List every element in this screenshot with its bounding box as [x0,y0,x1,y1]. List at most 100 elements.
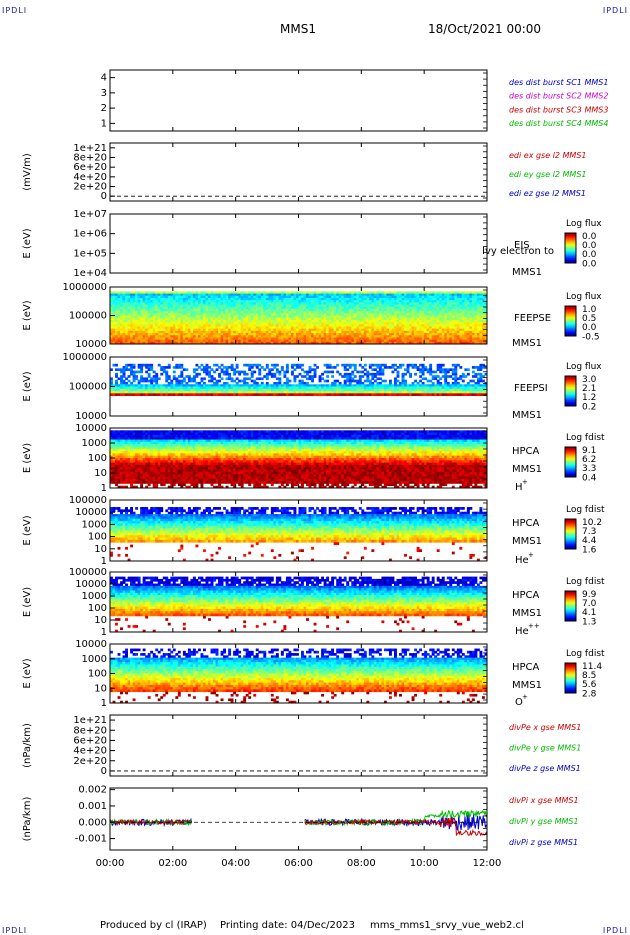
spectrogram-cell [364,364,367,367]
spectrogram-cell [183,389,186,392]
spectrogram-cell [133,373,136,376]
spectrogram-cell [354,375,357,378]
spectrogram-cell [369,393,372,396]
spectrogram-cell [266,384,269,387]
spectrogram-cell [374,389,377,392]
spectrogram-cell [140,391,143,394]
y-tick-label: 0 [101,191,107,202]
spectrogram-cell [369,373,372,376]
spectrogram-cell [344,366,347,369]
spectrogram-cell [226,366,229,369]
spectrogram-cell [369,387,372,390]
spectrogram-cell [188,387,191,390]
spectrogram-cell [185,387,188,390]
spectrogram-cell [143,393,146,396]
spectrogram-cell [211,380,214,383]
spectrogram-cell [200,384,203,387]
spectrogram-cell [404,389,407,392]
spectrogram-cell [135,377,138,380]
spectrogram-cell [218,387,221,390]
spectrogram-cell [153,391,156,394]
spectrogram-cell [163,393,166,396]
spectrogram-cell [429,391,432,394]
spectrogram-cell [389,387,392,390]
spectrogram-cell [183,387,186,390]
spectrogram-cell [150,387,153,390]
spectrogram-cell [371,368,374,371]
spectrogram-cell [216,387,219,390]
spectrogram-cell [346,387,349,390]
spectrogram-cell [346,384,349,387]
spectrogram-cell [379,377,382,380]
spectrogram-cell [118,389,121,392]
spectrogram-cell [155,389,158,392]
spectrogram-cell [278,389,281,392]
spectrogram-cell [200,364,203,367]
spectrogram-cell [349,380,352,383]
spectrogram-cell [135,391,138,394]
spectrogram-cell [193,380,196,383]
spectrogram-cell [248,366,251,369]
spectrogram-cell [331,382,334,385]
spectrogram-cell [208,375,211,378]
spectrogram-cell [336,391,339,394]
spectrogram-cell [409,387,412,390]
spectrogram-cell [123,384,126,387]
spectrogram-cell [150,382,153,385]
spectrogram-cell [231,377,234,380]
spectrogram-cell [296,364,299,367]
spectrogram-cell [160,368,163,371]
spectrogram-cell [218,384,221,387]
spectrogram-cell [437,366,440,369]
spectrogram-cell [356,384,359,387]
spectrogram-cell [251,375,254,378]
spectrogram-cell [236,382,239,385]
spectrogram-cell [304,371,307,374]
spectrogram-cell [316,391,319,394]
spectrogram-cell [271,389,274,392]
spectrogram-cell [228,384,231,387]
spectrogram-cell [155,393,158,396]
spectrogram-cell [246,391,249,394]
spectrogram-cell [163,371,166,374]
spectrogram-cell [301,382,304,385]
spectrogram-cell [276,393,279,396]
spectrogram-cell [231,364,234,367]
spectrogram-cell [251,387,254,390]
spectrogram-cell [241,391,244,394]
spectrogram-cell [128,393,131,396]
spectrogram-cell [296,366,299,369]
spectrogram-cell [319,391,322,394]
spectrogram-cell [299,364,302,367]
spectrogram-cell [251,393,254,396]
spectrogram-cell [216,382,219,385]
spectrogram-cell [178,384,181,387]
spectrogram-cell [389,393,392,396]
spectrogram-cell [299,391,302,394]
spectrogram-cell [123,368,126,371]
spectrogram-cell [211,387,214,390]
spectrogram-cell [376,384,379,387]
spectrogram-cell [306,387,309,390]
spectrogram-cell [334,382,337,385]
spectrogram-cell [339,389,342,392]
spectrogram-cell [263,384,266,387]
spectrogram-cell [263,391,266,394]
spectrogram-cell [113,391,116,394]
spectrogram-cell [394,380,397,383]
spectrogram-cell [258,364,261,367]
spectrogram-cell [329,389,332,392]
spectrogram-cell [248,377,251,380]
spectrogram-cell [148,391,151,394]
spectrogram-cell [299,366,302,369]
spectrogram-cell [226,382,229,385]
spectrogram-cell [193,384,196,387]
spectrogram-cell [123,380,126,383]
spectrogram-cell [309,384,312,387]
spectrogram-cell [211,375,214,378]
spectrogram-cell [424,393,427,396]
spectrogram-cell [256,384,259,387]
spectrogram-cell [304,382,307,385]
spectrogram-cell [356,380,359,383]
spectrogram-cell [153,375,156,378]
